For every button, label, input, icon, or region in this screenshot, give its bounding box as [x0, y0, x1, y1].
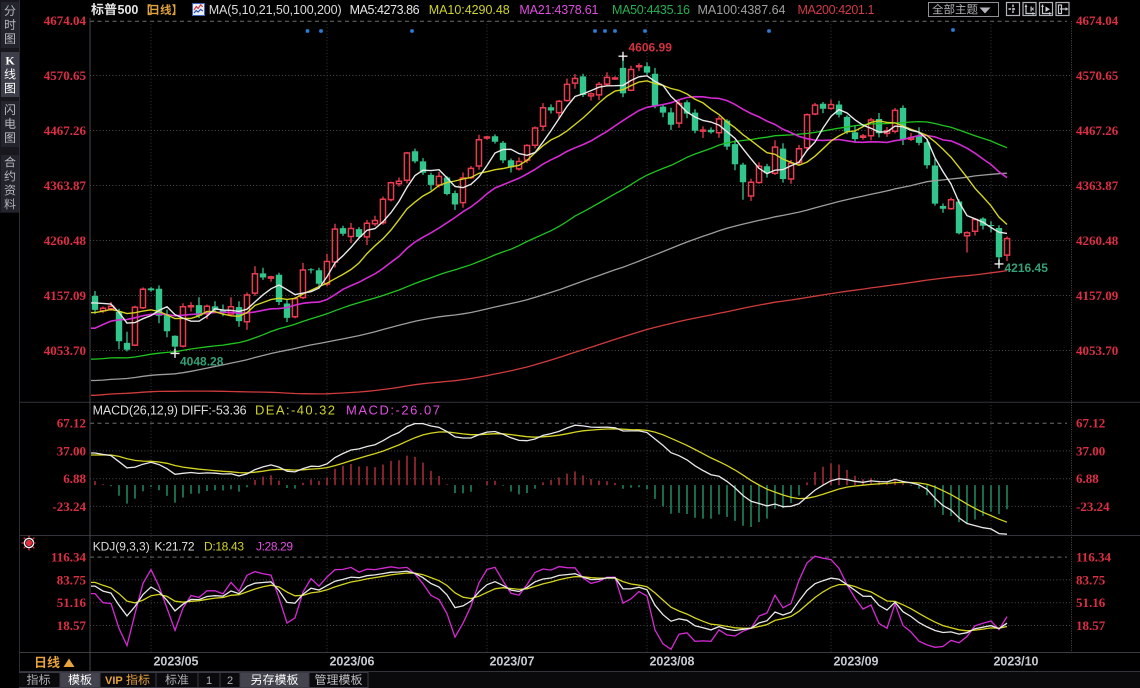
svg-text:4260.48: 4260.48 — [44, 233, 87, 248]
svg-text:51.16: 51.16 — [1076, 595, 1106, 610]
svg-text:-23.24: -23.24 — [52, 499, 86, 514]
svg-text:67.12: 67.12 — [1076, 416, 1105, 431]
svg-text:51.16: 51.16 — [57, 595, 87, 610]
svg-text:2: 2 — [227, 675, 233, 687]
svg-text:4157.09: 4157.09 — [44, 288, 87, 303]
svg-text:-23.24: -23.24 — [1076, 499, 1110, 514]
svg-text:18.57: 18.57 — [1076, 618, 1106, 633]
svg-text:500: 500 — [118, 3, 139, 17]
svg-text:2023/07: 2023/07 — [490, 655, 535, 669]
svg-text:4216.45: 4216.45 — [1005, 261, 1049, 275]
svg-text:6.88: 6.88 — [63, 471, 86, 486]
svg-text:MA(5,10,21,50,100,200): MA(5,10,21,50,100,200) — [209, 3, 342, 17]
svg-text:MA50:4435.16: MA50:4435.16 — [612, 3, 690, 17]
svg-text:MACD:-26.07: MACD:-26.07 — [346, 403, 440, 418]
svg-text:4363.87: 4363.87 — [44, 178, 87, 193]
svg-text:2023/05: 2023/05 — [154, 655, 199, 669]
svg-text:37.00: 37.00 — [1076, 443, 1105, 458]
svg-text:4606.99: 4606.99 — [629, 41, 673, 55]
svg-text:6.88: 6.88 — [1076, 471, 1099, 486]
svg-text:83.75: 83.75 — [1076, 572, 1106, 587]
svg-text:4260.48: 4260.48 — [1076, 233, 1119, 248]
svg-text:4674.04: 4674.04 — [44, 13, 87, 28]
svg-text:2023/09: 2023/09 — [834, 655, 879, 669]
svg-text:D:18.43: D:18.43 — [204, 540, 244, 554]
svg-text:4053.70: 4053.70 — [1076, 343, 1118, 358]
svg-text:18.57: 18.57 — [57, 618, 87, 633]
svg-text:4157.09: 4157.09 — [1076, 288, 1119, 303]
svg-text:67.12: 67.12 — [57, 416, 86, 431]
svg-text:4048.28: 4048.28 — [180, 355, 224, 369]
svg-text:DEA:-40.32: DEA:-40.32 — [255, 403, 335, 418]
svg-text:4467.26: 4467.26 — [1076, 123, 1119, 138]
svg-text:K:21.72: K:21.72 — [155, 540, 195, 554]
svg-text:J:28.29: J:28.29 — [256, 540, 293, 554]
svg-text:2023/10: 2023/10 — [994, 655, 1039, 669]
svg-text:MA100:4387.64: MA100:4387.64 — [698, 3, 786, 17]
svg-text:83.75: 83.75 — [57, 572, 87, 587]
svg-text:37.00: 37.00 — [57, 443, 86, 458]
svg-text:116.34: 116.34 — [51, 550, 87, 565]
svg-text:MACD(26,12,9) DIFF:-53.36: MACD(26,12,9) DIFF:-53.36 — [93, 404, 247, 418]
svg-text:MA10:4290.48: MA10:4290.48 — [429, 3, 510, 17]
svg-text:2023/06: 2023/06 — [330, 655, 375, 669]
svg-text:MA200:4201.1: MA200:4201.1 — [798, 3, 875, 17]
svg-text:KDJ(9,3,3): KDJ(9,3,3) — [93, 540, 150, 554]
svg-text:116.34: 116.34 — [1076, 550, 1112, 565]
svg-text:4674.04: 4674.04 — [1076, 13, 1119, 28]
svg-text:K: K — [5, 54, 15, 68]
svg-text:MA5:4273.86: MA5:4273.86 — [350, 3, 420, 17]
svg-text:MA21:4378.61: MA21:4378.61 — [519, 3, 598, 17]
svg-text:4570.65: 4570.65 — [1076, 68, 1119, 83]
svg-text:1: 1 — [206, 675, 212, 687]
svg-text:VIP: VIP — [105, 675, 123, 687]
svg-text:4053.70: 4053.70 — [44, 343, 86, 358]
svg-text:4570.65: 4570.65 — [44, 68, 87, 83]
svg-text:4363.87: 4363.87 — [1076, 178, 1119, 193]
svg-text:4467.26: 4467.26 — [44, 123, 87, 138]
svg-text:2023/08: 2023/08 — [650, 655, 695, 669]
